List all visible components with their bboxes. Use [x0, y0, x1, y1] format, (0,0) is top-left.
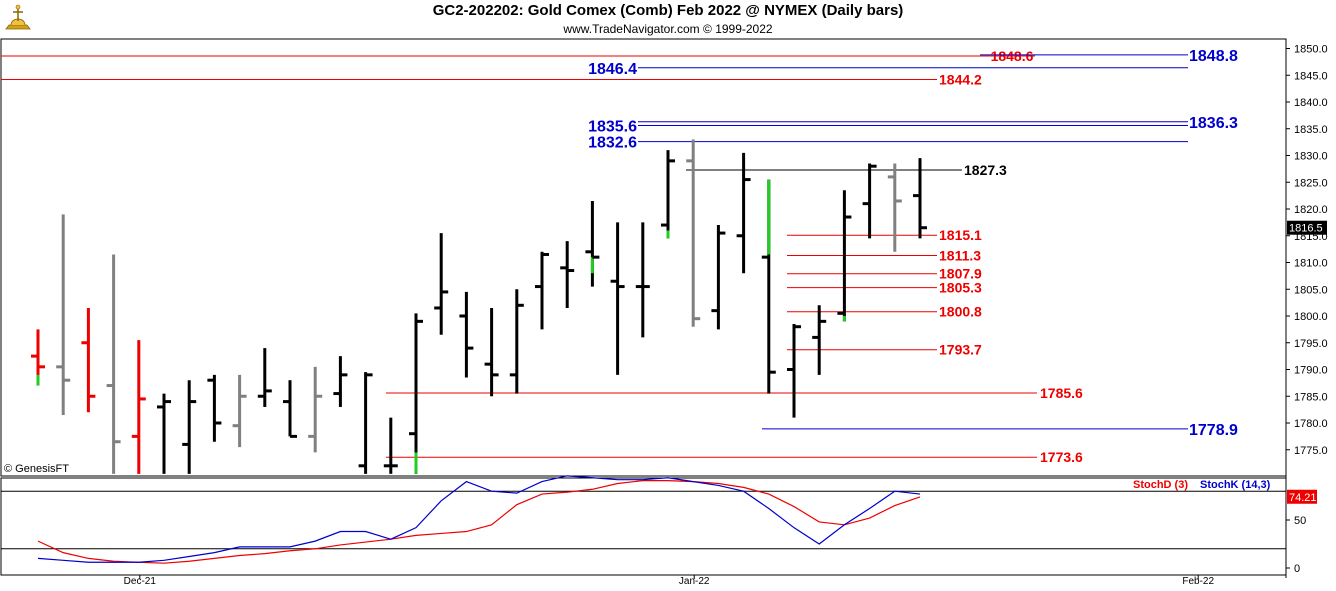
time-tick-label: Dec-21 [124, 576, 157, 587]
level-label: 1793.7 [939, 342, 982, 358]
ohlc-bar [157, 393, 171, 474]
last-price-label: 1816.5 [1289, 223, 1323, 235]
level-label: 1836.3 [1189, 115, 1238, 132]
ohlc-bar [409, 313, 423, 474]
ohlc-bar [31, 329, 45, 386]
ohlc-bar [434, 233, 449, 335]
level-label: 1848.8 [1189, 48, 1238, 65]
price-tick-label: 1830.0 [1294, 151, 1328, 163]
price-tick-label: 1840.0 [1294, 97, 1328, 109]
ohlc-bar [560, 241, 575, 308]
watermark: © GenesisFT [4, 463, 69, 475]
price-tick-label: 1790.0 [1294, 365, 1328, 377]
price-tick-label: 1845.0 [1294, 70, 1328, 82]
level-label: 1778.9 [1189, 422, 1238, 439]
ohlc-bar [736, 152, 751, 274]
price-tick-label: 1850.0 [1294, 44, 1328, 56]
ohlc-bar [358, 372, 373, 474]
price-tick-label: 1810.0 [1294, 258, 1328, 270]
ohlc-bar [837, 190, 852, 322]
genesis-logo-icon [5, 4, 31, 30]
ohlc-bar [862, 163, 877, 239]
price-tick-label: 1805.0 [1294, 284, 1328, 296]
time-tick-label: Feb-22 [1182, 576, 1214, 587]
ohlc-bar [131, 340, 146, 474]
stoch-tick-label: 0 [1294, 563, 1300, 575]
price-tick-label: 1800.0 [1294, 311, 1328, 323]
ohlc-bar [661, 150, 675, 239]
ohlc-bar [812, 305, 827, 375]
level-label: 1800.8 [939, 304, 982, 320]
level-label: 1835.6 [588, 119, 637, 136]
stoch-series-line [37, 475, 921, 563]
ohlc-bar [232, 374, 247, 448]
time-tick-label: Jan-22 [679, 576, 710, 587]
stoch-legend-d: StochD (3) [1133, 479, 1188, 491]
ohlc-bar [610, 222, 625, 375]
ohlc-bar [81, 307, 96, 413]
ohlc-bar [383, 417, 398, 474]
ohlc-bar [787, 324, 801, 418]
level-label: 1848.6 [991, 48, 1034, 64]
level-label: 1815.1 [939, 227, 982, 243]
stoch-last-box [1287, 489, 1317, 504]
ohlc-bar [887, 163, 902, 252]
stoch-series-line [37, 480, 921, 564]
price-tick-label: 1825.0 [1294, 177, 1328, 189]
level-label: 1844.2 [939, 72, 982, 88]
price-axis: 1850.0 1845.0 1840.0 1835.0 1830.0 1825.0 1820… [124, 44, 1328, 588]
ohlc-bar [761, 179, 776, 394]
ohlc-bar [207, 374, 222, 442]
ohlc-bar [308, 366, 323, 453]
ohlc-bar [484, 307, 499, 397]
level-label: 1832.6 [588, 135, 637, 152]
level-label: 1773.6 [1040, 449, 1083, 465]
level-label: 1811.3 [939, 248, 981, 264]
price-panel-frame: © GenesisFT [0, 38, 1287, 578]
level-label: 1785.6 [1040, 385, 1083, 401]
chart-title: GC2-202202: Gold Comex (Comb) Feb 2022 @… [432, 2, 904, 19]
price-tick-label: 1820.0 [1294, 204, 1328, 216]
stoch-legend-k: StochK (14,3) [1200, 479, 1271, 491]
last-price-box [1287, 220, 1327, 235]
level-label: 1805.3 [939, 280, 982, 296]
price-tick-label: 1780.0 [1294, 418, 1328, 430]
stoch-last-label: 74.21 [1289, 492, 1317, 504]
price-bars [31, 139, 927, 474]
price-levels: 1848.6 1848.8 1846.4 1844.2 1836.3 1835.61832… [1, 48, 1238, 465]
level-label: 1846.4 [588, 61, 637, 78]
ohlc-bar [635, 222, 650, 338]
ohlc-bar [56, 214, 71, 415]
ohlc-bar [257, 348, 272, 407]
ohlc-bar [283, 380, 297, 438]
ohlc-bar [585, 200, 600, 287]
ohlc-bar [182, 380, 197, 474]
level-label: 1827.3 [964, 162, 1007, 178]
chart-subtitle: www.TradeNavigator.com © 1999-2022 [563, 22, 773, 36]
price-tick-label: 1775.0 [1294, 445, 1328, 457]
ohlc-bar [686, 139, 701, 327]
ohlc-bar [106, 254, 121, 474]
price-tick-label: 1835.0 [1294, 124, 1328, 136]
ohlc-bar [913, 158, 927, 239]
level-label: 1807.9 [939, 266, 982, 282]
ohlc-bar [711, 225, 726, 330]
ohlc-bar [535, 251, 549, 330]
stoch-tick-label: 50 [1294, 515, 1306, 527]
ohlc-bar [333, 356, 348, 407]
price-tick-label: 1785.0 [1294, 391, 1328, 403]
ohlc-bar [459, 291, 474, 378]
price-tick-label: 1795.0 [1294, 338, 1328, 350]
stochastic-panel: 50 0 StochD (3) StochK (14,3) 74.21 [1, 475, 1317, 575]
ohlc-bar [509, 289, 524, 394]
